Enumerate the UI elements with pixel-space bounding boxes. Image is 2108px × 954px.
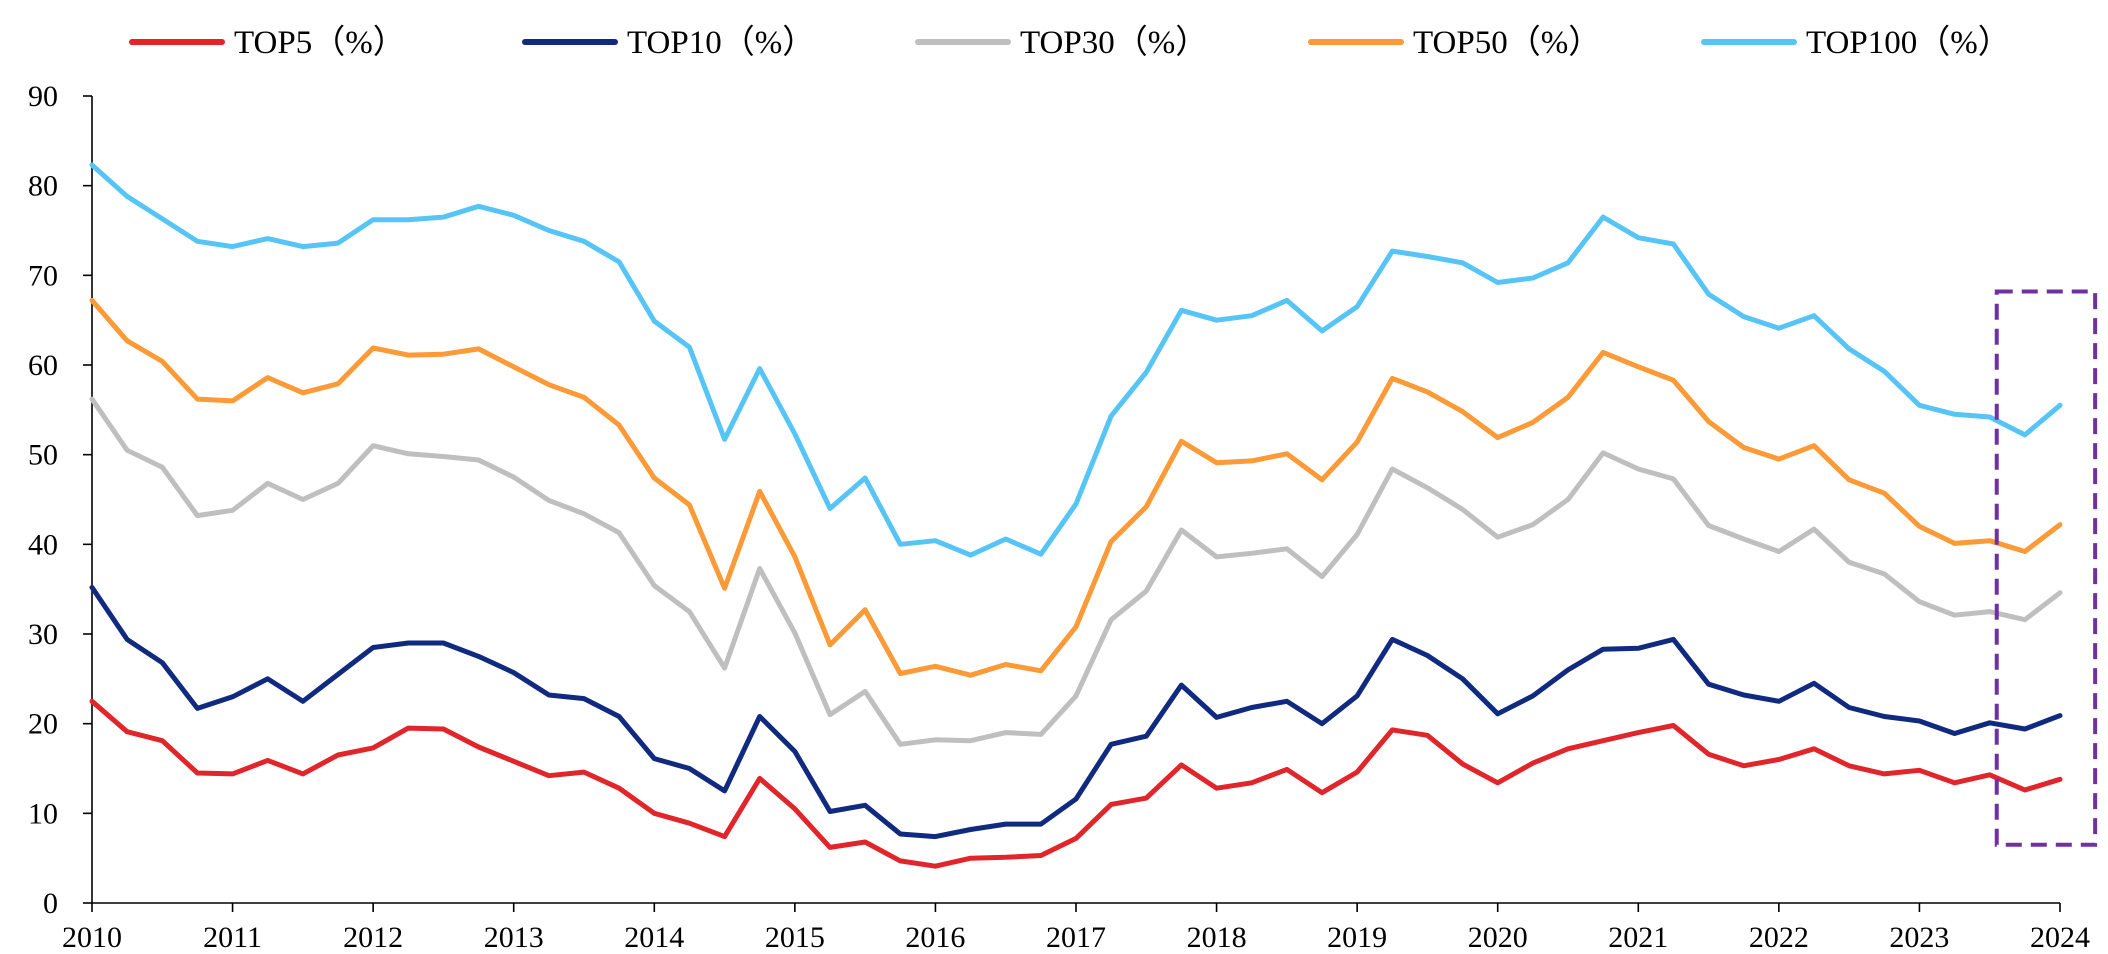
x-tick-label: 2017 [1046,921,1106,954]
x-tick-label: 2011 [203,921,262,954]
series-line-4 [89,297,2063,678]
x-tick-label: 2014 [624,921,684,954]
x-tick-label: 2010 [62,921,122,954]
series-line-3 [89,396,2063,747]
x-tick-label: 2024 [2030,921,2090,954]
highlight-box [1994,289,2098,847]
y-tick-label: 50 [28,439,58,472]
x-tick-label: 2020 [1468,921,1528,954]
plot-area: 0 10 20 30 40 50 60 70 80 90 2010 2011 2012 2013 2014 2… [28,80,2098,954]
x-tick-label: 2023 [1889,921,1949,954]
x-tick-label: 2018 [1187,921,1247,954]
x-tick-label: 2021 [1608,921,1668,954]
y-tick-label: 10 [28,797,58,830]
legend-label: TOP10（%） [627,25,815,61]
y-tick-label: 40 [28,528,58,561]
y-tick-label: 80 [28,170,58,203]
legend-label: TOP100（%） [1806,25,2011,61]
x-tick-label: 2013 [484,921,544,954]
x-tick-label: 2016 [905,921,965,954]
y-tick-label: 30 [28,618,58,651]
x-tick-label: 2022 [1749,921,1809,954]
legend-label: TOP5（%） [234,25,406,61]
series-line-5 [89,162,2063,558]
y-tick-label: 70 [28,259,58,292]
y-tick-label: 0 [43,887,58,920]
legend: TOP5（%） TOP10（%） TOP30（%） TOP50（%） TOP100（%） [129,25,2011,61]
y-tick-label: 20 [28,708,58,741]
series-line-2 [89,584,2063,840]
x-tick-label: 2012 [343,921,403,954]
y-tick-label: 90 [28,80,58,113]
legend-label: TOP30（%） [1020,25,1208,61]
x-tick-label: 2019 [1327,921,1387,954]
y-tick-label: 60 [28,349,58,382]
series-line-1 [89,698,2063,869]
legend-label: TOP50（%） [1413,25,1601,61]
x-tick-label: 2015 [765,921,825,954]
